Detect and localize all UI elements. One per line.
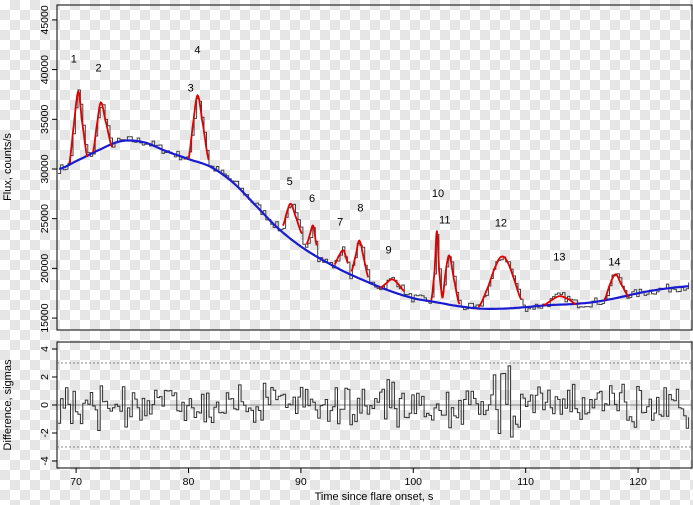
flux-y-tick-label: 45000 [39, 5, 51, 34]
time-x-axis: 70 80 90 100 110 120 [70, 468, 647, 488]
peak-label-13: 13 [553, 251, 565, 263]
peak-label-8: 8 [357, 203, 363, 215]
peak-label-2: 2 [96, 63, 102, 75]
residual-y-tick-label: -4 [39, 456, 51, 465]
flux-y-tick-label: 35000 [39, 105, 51, 134]
time-x-tick-label: 110 [517, 476, 534, 488]
peak-label-5: 5 [287, 176, 293, 188]
flux-y-axis: 15000 20000 25000 30000 35000 40000 45000 [39, 5, 57, 333]
residual-series [58, 365, 690, 438]
residual-y-tick-label: -2 [39, 428, 51, 437]
flux-y-axis-label: Flux, counts/s [2, 133, 14, 201]
flux-panel: Flux, counts/s 15000 20000 25000 30000 35000… [2, 4, 693, 333]
time-x-tick-label: 70 [70, 476, 82, 488]
peak-label-6: 6 [309, 193, 315, 205]
peak-label-3: 3 [188, 82, 194, 94]
peak-fit-8 [350, 239, 370, 278]
residual-y-axis: -4 -2 0 2 4 [39, 346, 57, 466]
residual-y-tick-label: 4 [39, 346, 51, 352]
flux-y-tick-label: 40000 [39, 55, 51, 84]
peak-label-4: 4 [194, 45, 200, 57]
peak-fit-13 [543, 295, 577, 307]
time-x-axis-label: Time since flare onset, s [315, 491, 434, 503]
peak-fit-11 [441, 254, 461, 305]
peak-fit-6 [305, 224, 318, 246]
flux-y-tick-label: 15000 [39, 303, 51, 332]
peak-fit-14 [603, 273, 630, 301]
peak-label-7: 7 [337, 217, 343, 229]
flux-y-tick-label: 30000 [39, 154, 51, 183]
residual-y-tick-label: 2 [39, 374, 51, 380]
peak-fit-2 [92, 101, 113, 153]
peak-fit-10 [430, 230, 444, 301]
peak-fit-5 [282, 202, 303, 235]
peak-label-12: 12 [495, 218, 507, 230]
flux-panel-frame [56, 4, 693, 331]
peak-label-9: 9 [385, 244, 391, 256]
time-x-tick-label: 120 [629, 476, 647, 488]
residual-panel: Difference, sigmas -4 -2 0 2 4 70 80 90 100 110 1… [2, 341, 693, 503]
peak-label-10: 10 [432, 188, 444, 200]
peak-fit-12 [477, 255, 522, 308]
peak-fit-1 [68, 89, 89, 164]
time-x-tick-label: 80 [183, 476, 195, 488]
flux-y-tick-label: 25000 [39, 204, 51, 233]
residual-y-axis-label: Difference, sigmas [2, 359, 14, 450]
peak-label-1: 1 [71, 54, 77, 66]
peak-label-14: 14 [608, 256, 620, 268]
peak-fit-9 [379, 278, 405, 292]
time-x-tick-label: 100 [405, 476, 423, 488]
background-fit-line [58, 139, 689, 310]
flux-y-tick-label: 20000 [39, 254, 51, 283]
time-x-tick-label: 90 [295, 476, 307, 488]
peak-fit-3 [187, 94, 210, 161]
peak-fit-lines [68, 89, 630, 308]
peak-fit-7 [333, 249, 349, 265]
residual-y-tick-label: 0 [39, 402, 51, 408]
observed-flux-series [58, 89, 690, 312]
peak-label-11: 11 [439, 215, 450, 227]
